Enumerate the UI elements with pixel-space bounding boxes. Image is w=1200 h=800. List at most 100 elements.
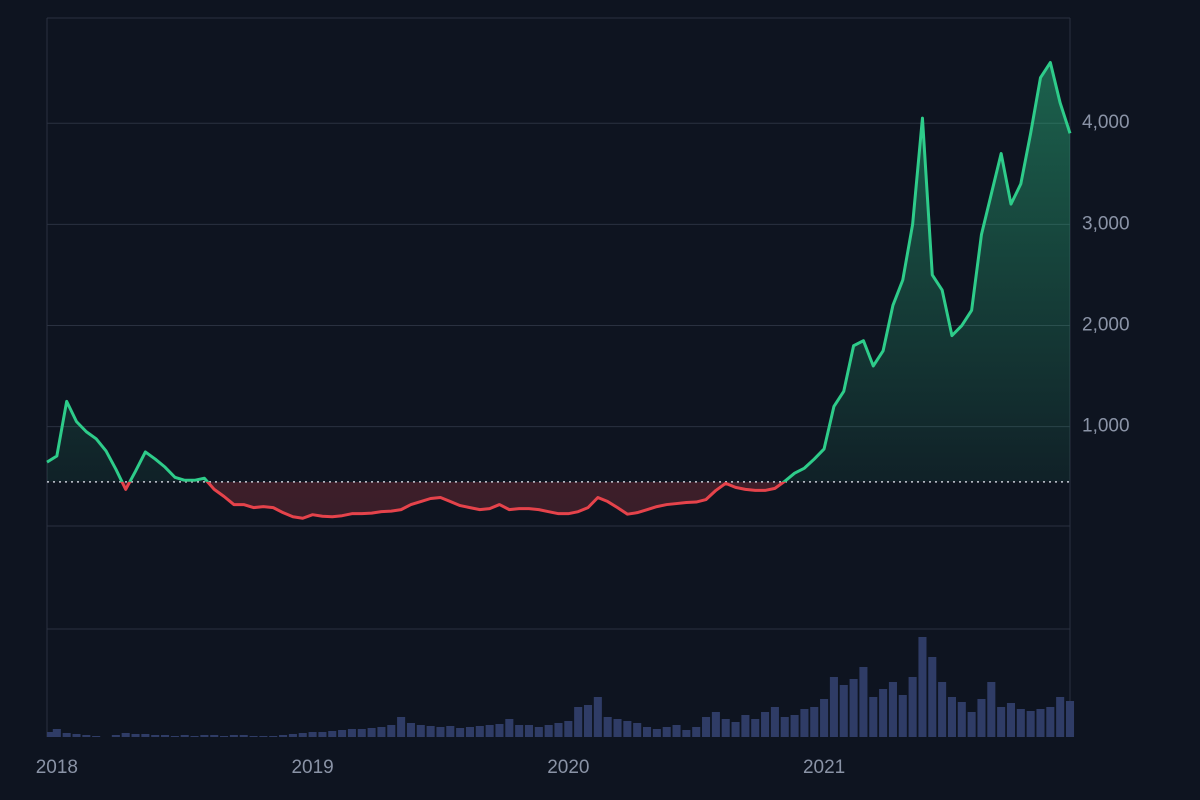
- volume-bar: [702, 717, 711, 737]
- volume-bar: [82, 735, 91, 737]
- volume-bar: [1065, 701, 1075, 737]
- volume-bar: [593, 697, 602, 737]
- volume-bar: [259, 736, 268, 737]
- volume-bar: [495, 724, 504, 737]
- volume-bar: [564, 721, 573, 737]
- volume-bar: [180, 735, 189, 737]
- volume-bar: [770, 707, 779, 737]
- volume-bar: [220, 736, 229, 737]
- volume-bar: [800, 709, 809, 737]
- volume-bar: [544, 725, 553, 737]
- volume-bar: [761, 712, 770, 737]
- volume-bar: [790, 715, 799, 737]
- volume-bar: [170, 736, 179, 737]
- volume-bar: [1056, 697, 1065, 737]
- volume-bar: [161, 735, 170, 737]
- volume-bar: [111, 735, 120, 737]
- volume-bar: [879, 689, 888, 737]
- area-up: [47, 62, 1070, 482]
- volume-bar: [318, 732, 327, 737]
- volume-bar: [485, 725, 494, 737]
- volume-bar: [820, 699, 829, 737]
- volume-bar: [682, 730, 691, 737]
- volume-bar: [1036, 709, 1045, 737]
- volume-bar: [515, 725, 524, 737]
- volume-bar: [928, 657, 937, 737]
- x-tick-label: 2019: [291, 757, 333, 778]
- volume-bar: [810, 707, 819, 737]
- y-tick-label: 3,000: [1082, 213, 1130, 234]
- volume-bar: [367, 728, 376, 737]
- volume-bar: [947, 697, 956, 737]
- volume-bar: [1016, 709, 1025, 737]
- volume-bar: [839, 685, 848, 737]
- volume-bar: [623, 721, 632, 737]
- volume-bar: [151, 735, 160, 737]
- volume-bar: [446, 726, 455, 737]
- volume-bar: [210, 735, 219, 737]
- volume-bar: [475, 726, 484, 737]
- volume-bar: [751, 719, 760, 737]
- volume-bar: [47, 732, 56, 737]
- volume-bar: [92, 736, 101, 737]
- volume-bar: [416, 725, 425, 737]
- x-tick-label: 2021: [803, 757, 845, 778]
- volume-bar: [279, 735, 288, 737]
- volume-bar: [190, 736, 199, 737]
- volume-bar: [436, 727, 445, 737]
- volume-bar: [652, 729, 661, 737]
- volume-bar: [711, 712, 720, 737]
- series-layer: 1,000 2,000 3,000 4,000 2018 2019 2020 2021: [36, 61, 1130, 778]
- volume-bar: [938, 682, 947, 737]
- y-tick-label: 1,000: [1082, 416, 1130, 437]
- volume-bar: [200, 735, 209, 737]
- volume-bar: [662, 727, 671, 737]
- volume-bar: [72, 734, 81, 737]
- volume-bar: [574, 707, 583, 737]
- volume-bar: [239, 735, 248, 737]
- volume-bar: [908, 677, 917, 737]
- volume-bar: [52, 729, 61, 737]
- line-down: [120, 481, 787, 520]
- volume-bar: [554, 723, 563, 737]
- volume-bar: [888, 682, 897, 737]
- volume-bar: [977, 699, 986, 737]
- volume-bar: [308, 732, 317, 737]
- volume-bar: [229, 735, 238, 737]
- x-tick-label: 2018: [36, 757, 78, 778]
- volume-bar: [377, 727, 386, 737]
- volume-bar: [328, 731, 337, 737]
- volume-bar: [397, 717, 406, 737]
- line-up: [46, 61, 1072, 482]
- volume-bar: [898, 695, 907, 737]
- volume-bar: [642, 727, 652, 737]
- volume-bar: [721, 719, 730, 737]
- volume-bar: [534, 727, 543, 737]
- area-down: [47, 481, 1070, 519]
- volume-bar: [859, 667, 868, 737]
- volume-bar: [269, 736, 278, 737]
- volume-bar: [583, 705, 593, 737]
- volume-bar: [524, 725, 534, 737]
- volume-bar: [869, 697, 878, 737]
- volume-bar: [1006, 703, 1016, 737]
- volume-bar: [465, 727, 475, 737]
- volume-bar: [338, 730, 347, 737]
- volume-bar: [298, 733, 307, 737]
- volume-bar: [141, 734, 150, 737]
- volume-bar: [131, 734, 140, 737]
- volume-bar: [426, 726, 435, 737]
- volume-bar: [849, 679, 858, 737]
- volume-bar: [731, 722, 740, 737]
- volume-bar: [456, 728, 465, 737]
- volume-bar: [1026, 711, 1035, 737]
- y-tick-label: 2,000: [1082, 315, 1130, 336]
- x-tick-label: 2020: [547, 757, 589, 778]
- volume-bar: [121, 733, 130, 737]
- volume-bar: [672, 725, 681, 737]
- volume-bar: [967, 712, 976, 737]
- y-tick-label: 4,000: [1082, 112, 1130, 133]
- volume-bar: [633, 723, 642, 737]
- volume-bar: [613, 719, 622, 737]
